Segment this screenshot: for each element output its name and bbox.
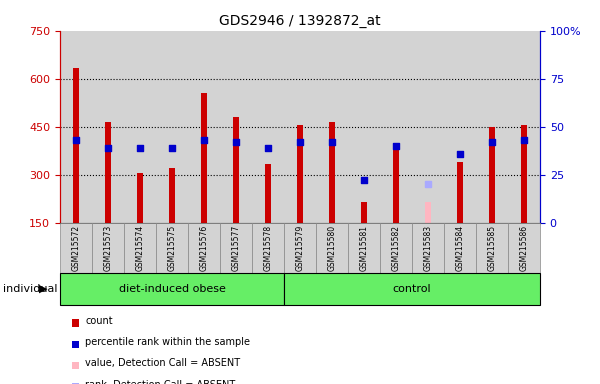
Point (519, 137, 529, 143)
Text: GSM215586: GSM215586 (520, 225, 529, 271)
Point (135, 145, 145, 151)
Text: rank, Detection Call = ABSENT: rank, Detection Call = ABSENT (85, 379, 235, 384)
Bar (105, 122, 111, 223)
Bar (521, 125, 527, 223)
Text: GSM215572: GSM215572 (71, 225, 80, 271)
Text: ▶: ▶ (39, 284, 47, 294)
Bar (233, 117, 239, 223)
Text: GSM215582: GSM215582 (391, 225, 401, 271)
Text: GSM215584: GSM215584 (455, 225, 464, 271)
Text: GSM215576: GSM215576 (200, 225, 209, 271)
Text: value, Detection Call = ABSENT: value, Detection Call = ABSENT (85, 358, 241, 369)
Point (295, 139, 305, 145)
Point (359, 177, 369, 184)
Bar (425, 202, 431, 223)
Text: GSM215577: GSM215577 (232, 225, 241, 271)
Point (231, 139, 241, 145)
Bar (489, 127, 495, 223)
Text: GSM215585: GSM215585 (487, 225, 497, 271)
Text: GSM215575: GSM215575 (167, 225, 176, 271)
Bar (457, 162, 463, 223)
Bar (201, 93, 207, 223)
Point (199, 137, 209, 143)
Bar (393, 144, 399, 223)
Bar (137, 173, 143, 223)
Point (71, 137, 81, 143)
Text: GSM215578: GSM215578 (263, 225, 272, 271)
Text: GSM215580: GSM215580 (328, 225, 337, 271)
Point (167, 145, 177, 151)
Point (327, 139, 337, 145)
Point (263, 145, 273, 151)
Bar (169, 168, 175, 223)
Point (423, 181, 433, 187)
Text: count: count (85, 316, 113, 326)
Text: control: control (392, 284, 431, 294)
Text: GSM215574: GSM215574 (136, 225, 145, 271)
Text: GSM215583: GSM215583 (424, 225, 433, 271)
Point (103, 145, 113, 151)
Text: diet-induced obese: diet-induced obese (119, 284, 226, 294)
Text: GSM215573: GSM215573 (104, 225, 113, 271)
Bar (73, 68, 79, 223)
Text: GSM215579: GSM215579 (296, 225, 305, 271)
Bar (265, 164, 271, 223)
Title: GDS2946 / 1392872_at: GDS2946 / 1392872_at (219, 14, 381, 28)
Point (391, 143, 401, 149)
Text: percentile rank within the sample: percentile rank within the sample (85, 337, 250, 348)
Text: individual: individual (3, 284, 58, 294)
Bar (361, 202, 367, 223)
Bar (297, 125, 303, 223)
Bar (329, 122, 335, 223)
Point (455, 151, 465, 157)
Text: GSM215581: GSM215581 (359, 225, 368, 271)
Point (487, 139, 497, 145)
